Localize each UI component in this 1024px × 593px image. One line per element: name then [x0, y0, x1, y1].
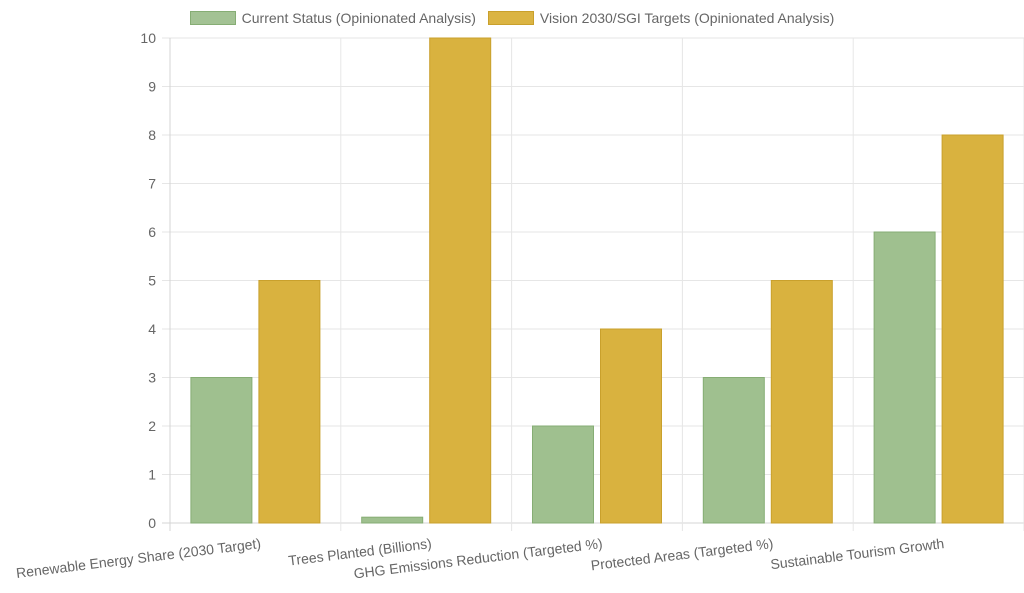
bar-current-status	[190, 377, 253, 524]
y-tick-label: 8	[148, 127, 156, 143]
y-tick-label: 4	[148, 321, 156, 337]
y-tick-label: 2	[148, 418, 156, 434]
y-tick-label: 3	[148, 370, 156, 386]
legend-swatch-current-status	[189, 11, 236, 25]
legend-label-current-status: Current Status (Opinionated Analysis)	[241, 10, 476, 26]
bar-vision-target	[600, 328, 662, 524]
x-tick-label: Sustainable Tourism Growth	[769, 535, 944, 572]
legend-label-vision-targets: Vision 2030/SGI Targets (Opinionated Ana…	[539, 10, 835, 26]
y-tick-label: 1	[148, 467, 156, 483]
bar-current-status	[361, 516, 424, 524]
y-tick-label: 6	[148, 224, 156, 240]
bar-current-status	[532, 425, 594, 524]
chart-legend: Current Status (Opinionated Analysis) Vi…	[0, 8, 1024, 28]
legend-item-vision-targets[interactable]: Vision 2030/SGI Targets (Opinionated Ana…	[487, 10, 835, 26]
y-tick-label: 10	[140, 30, 156, 46]
y-tick-label: 7	[148, 176, 156, 192]
bar-vision-target	[258, 280, 321, 524]
y-tick-label: 9	[148, 79, 156, 95]
x-tick-label: Renewable Energy Share (2030 Target)	[15, 535, 262, 581]
legend-swatch-vision-targets	[487, 11, 534, 25]
bar-current-status	[873, 231, 936, 524]
y-tick-label: 5	[148, 273, 156, 289]
bars	[190, 37, 1004, 524]
legend-item-current-status[interactable]: Current Status (Opinionated Analysis)	[189, 10, 476, 26]
y-tick-label: 0	[148, 515, 156, 531]
x-tick-label: Protected Areas (Targeted %)	[590, 535, 774, 573]
bar-current-status	[702, 377, 765, 524]
bar-vision-target	[429, 37, 492, 524]
bar-vision-target	[770, 280, 833, 524]
bar-vision-target	[941, 134, 1004, 524]
